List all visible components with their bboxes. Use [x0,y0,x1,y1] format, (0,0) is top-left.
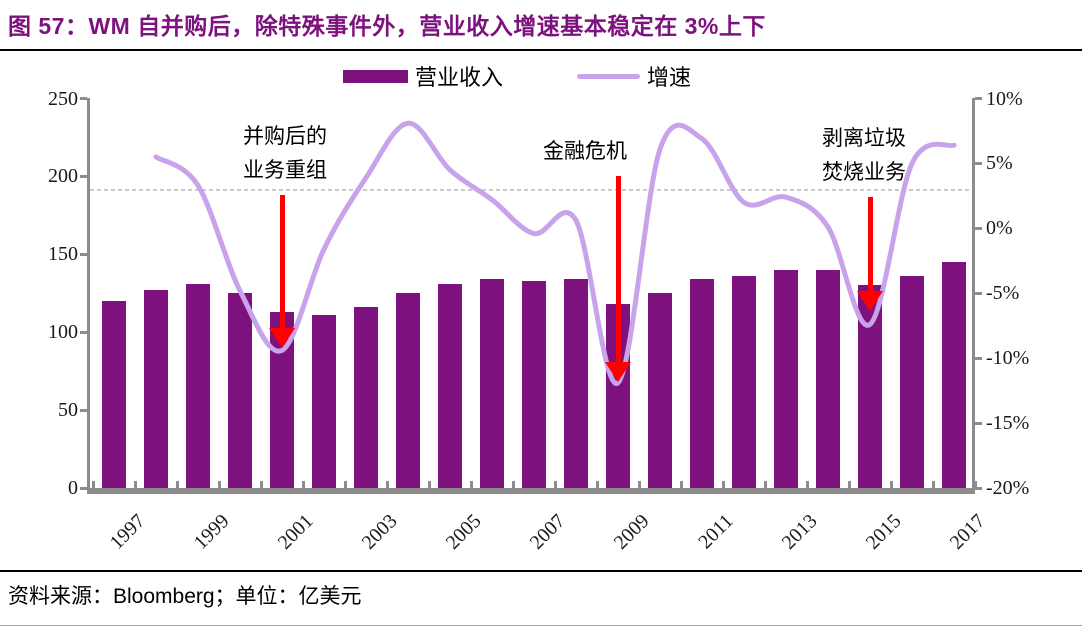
x-axis-tick [343,481,347,488]
left-axis-tick [80,252,87,256]
right-axis-tick-label: -5% [986,282,1020,305]
left-axis-tick-label: 250 [48,87,78,110]
right-axis-tick-label: -10% [986,347,1030,370]
figure-title: 图 57：WM 自并购后，除特殊事件外，营业收入增速基本稳定在 3%上下 [8,13,766,39]
x-axis-tick [133,481,137,488]
bar-2008 [564,279,588,488]
annotation-arrow-head-2015 [857,291,883,312]
left-axis-tick-label: 150 [48,243,78,266]
bar-2007 [522,280,546,488]
right-axis-tick-label: 5% [986,152,1013,175]
right-axis-tick [975,356,982,360]
x-axis-tick [469,481,473,488]
left-axis-tick [80,330,87,334]
x-axis-line [87,488,975,494]
x-axis-tick [385,481,389,488]
annotation-text-2009: 金融危机 [543,139,627,164]
right-axis-tick-label: -20% [986,477,1030,499]
bar-2000 [228,293,252,488]
bar-2005 [438,283,462,488]
left-axis-tick [80,486,87,490]
bar-2010 [648,293,672,488]
right-axis-tick [975,226,982,230]
right-axis-tick-label: 10% [986,87,1023,110]
x-axis-tick [91,481,95,488]
left-axis-tick-label: 50 [58,399,78,422]
legend-bar-swatch [343,69,408,83]
left-axis-tick [80,97,87,100]
x-axis-tick [427,481,431,488]
annotation-arrow-stem-2015 [867,197,873,292]
annotation-text-2015: 剥离垃圾 焚烧业务 [822,126,906,185]
bar-1997 [102,301,126,488]
right-axis-tick [975,486,982,490]
bar-2011 [690,279,714,488]
bar-1998 [144,290,168,488]
legend-line-swatch [577,73,641,79]
left-axis-tick-label: 200 [48,165,78,188]
title-divider [0,49,1082,51]
x-axis-tick [889,481,893,488]
bar-2016 [900,276,924,488]
bar-2012 [732,276,756,488]
x-axis-tick [259,481,263,488]
x-axis-tick [637,481,641,488]
legend-bar-label: 营业收入 [415,65,504,90]
reference-line-3pct [90,189,972,192]
annotation-arrow-stem-2001 [279,194,285,328]
annotation-arrow-head-2001 [269,327,295,348]
x-axis-tick [679,481,683,488]
x-axis-tick [511,481,515,488]
bar-2013 [774,269,798,488]
annotation-arrow-stem-2009 [615,176,621,362]
bar-2014 [816,269,840,488]
right-axis-tick-label: 0% [986,217,1013,240]
x-axis-tick [805,481,809,488]
x-axis-tick [973,481,977,488]
page-bottom-divider [0,625,1082,626]
x-axis-tick [847,481,851,488]
x-axis-tick [175,481,179,488]
x-axis-tick [763,481,767,488]
x-axis-tick [595,481,599,488]
chart-footer-divider [0,570,1082,572]
left-axis-tick [80,408,87,412]
right-percent-axis-line [972,98,975,494]
source-note: 资料来源：Bloomberg；单位：亿美元 [8,585,362,608]
x-axis-tick [931,481,935,488]
left-axis-tick-label: 0 [68,477,78,499]
x-axis-tick [553,481,557,488]
bar-2003 [354,307,378,488]
bar-2017 [942,262,966,488]
bar-1999 [186,283,210,488]
left-axis-tick [80,174,87,178]
bar-2002 [312,315,336,488]
left-value-axis-line [87,98,90,494]
legend-line-label: 增速 [647,65,692,90]
left-axis-tick-label: 100 [48,321,78,344]
x-axis-tick [721,481,725,488]
annotation-text-2001: 并购后的 业务重组 [243,123,327,182]
bar-2004 [396,293,420,488]
x-axis-tick [301,481,305,488]
annotation-arrow-head-2009 [605,361,631,382]
x-axis-tick [217,481,221,488]
right-axis-tick [975,161,982,165]
chart-legend: 营业收入 增速 [343,61,691,91]
bar-2006 [480,279,504,488]
right-axis-tick [975,421,982,425]
right-axis-tick [975,97,982,100]
right-axis-tick [975,291,982,295]
right-axis-tick-label: -15% [986,412,1030,435]
